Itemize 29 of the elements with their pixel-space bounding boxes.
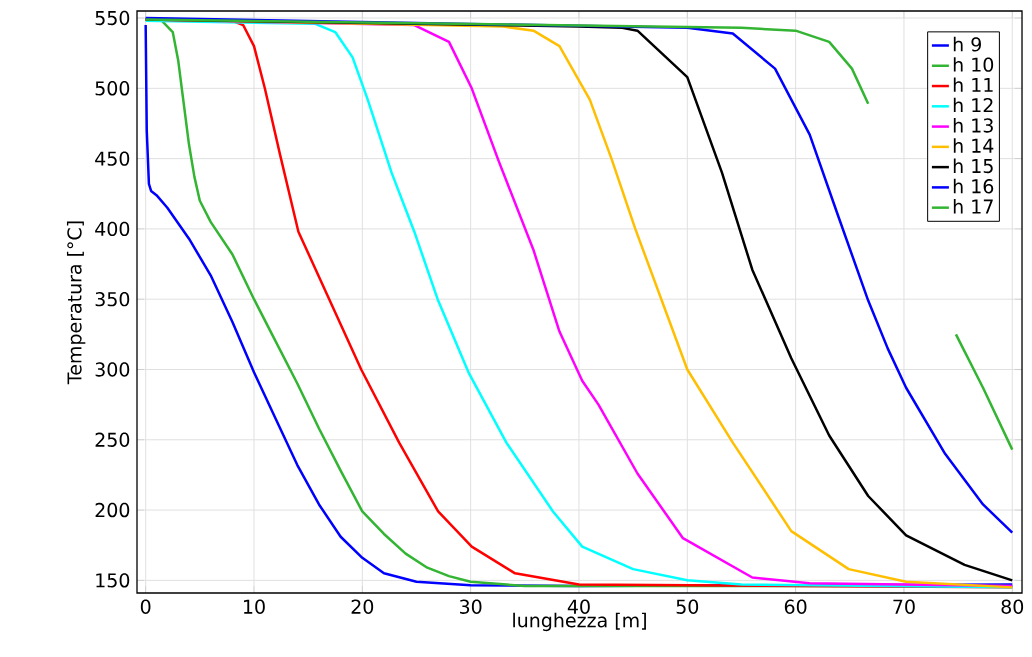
x-axis-title: lunghezza [m] <box>513 612 646 632</box>
legend-label: h 9 <box>953 36 981 52</box>
legend-label: h 10 <box>953 57 994 72</box>
y-tick-label: 500 <box>95 81 130 96</box>
x-tick-label: 0 <box>140 599 151 614</box>
y-tick-label: 200 <box>95 502 130 518</box>
x-tick-label: 50 <box>676 599 699 614</box>
y-tick-label: 250 <box>95 432 130 447</box>
y-tick-label: 450 <box>95 151 130 166</box>
legend-label: h 17 <box>953 199 993 214</box>
x-tick-label: 30 <box>460 599 482 614</box>
legend-label: h 15 <box>953 158 993 174</box>
y-tick-label: 300 <box>95 362 130 377</box>
legend-label: h 11 <box>953 77 993 92</box>
legend-label: h 13 <box>953 117 993 133</box>
y-tick-label: 550 <box>95 10 130 26</box>
legend-label: h 12 <box>953 97 993 113</box>
legend-label: h 16 <box>953 178 994 194</box>
legend-label: h 14 <box>953 138 994 153</box>
x-tick-label: 10 <box>244 599 265 614</box>
x-tick-label: 80 <box>1001 599 1024 614</box>
x-tick-label: 40 <box>567 599 590 614</box>
x-tick-label: 60 <box>784 599 807 614</box>
x-tick-label: 70 <box>893 599 915 614</box>
y-axis-title: Temperatura [°C] <box>66 221 86 385</box>
y-tick-label: 150 <box>96 573 130 588</box>
y-tick-label: 350 <box>95 291 130 307</box>
x-tick-label: 20 <box>351 599 374 614</box>
y-tick-label: 400 <box>95 221 130 237</box>
